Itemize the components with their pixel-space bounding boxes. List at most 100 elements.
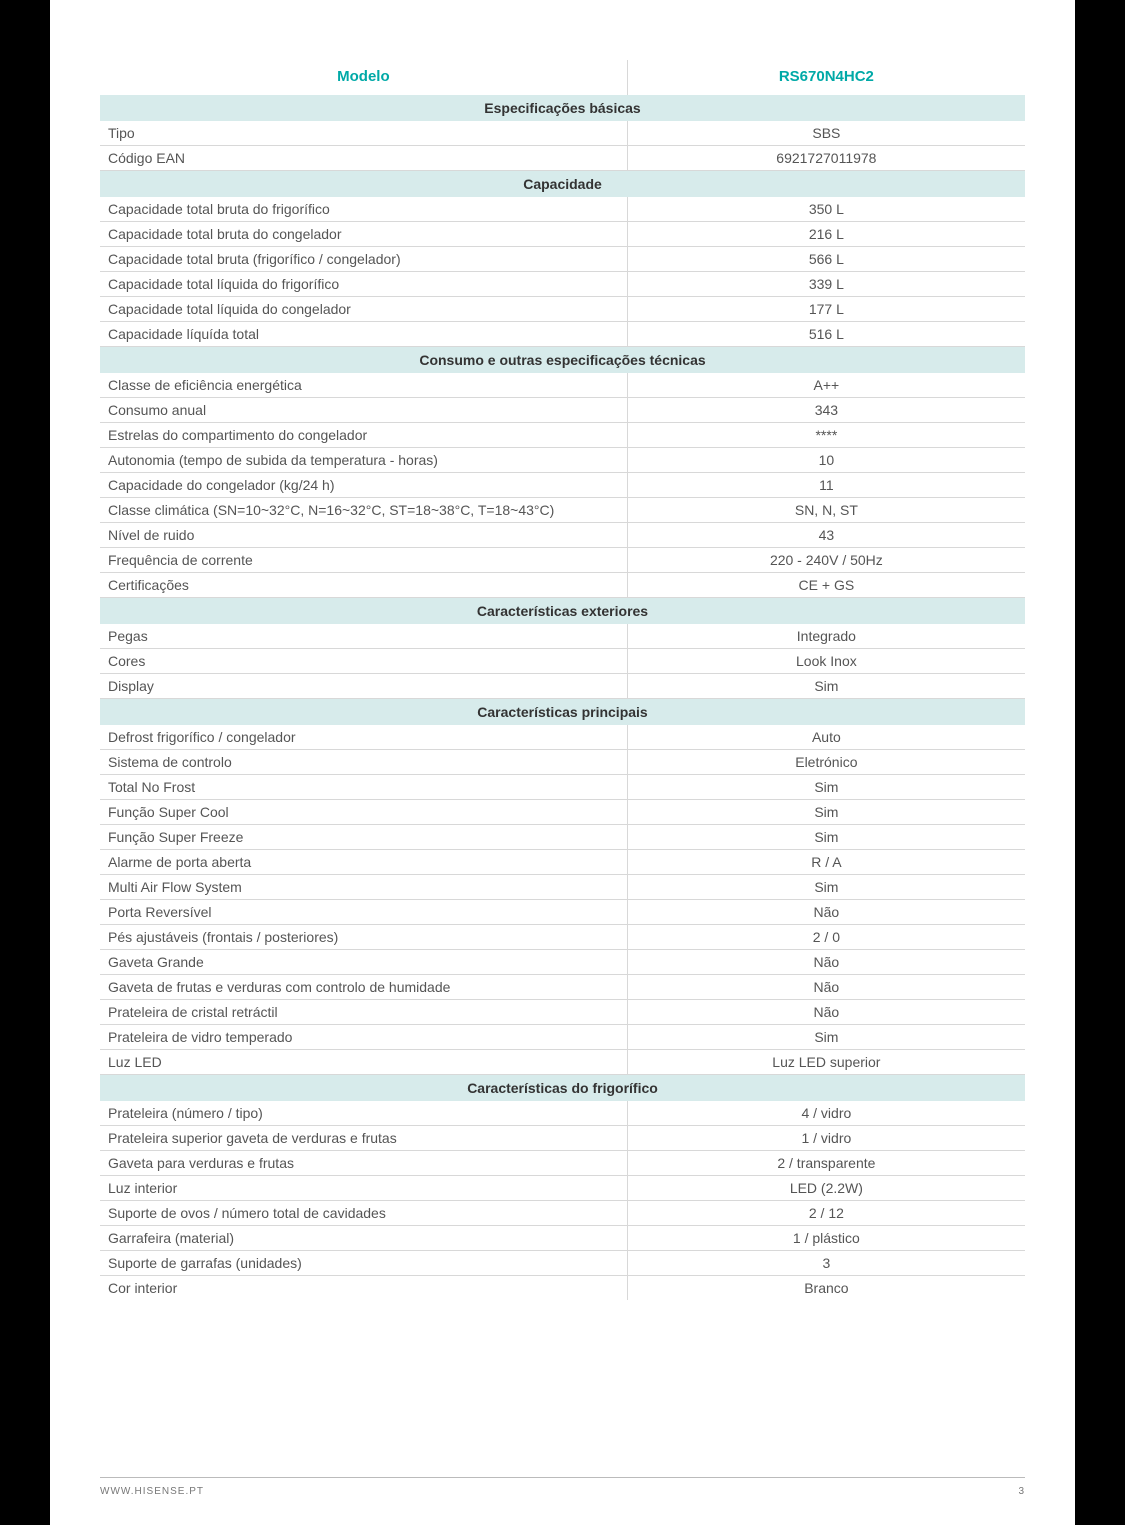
spec-label: Classe climática (SN=10~32°C, N=16~32°C,… (100, 498, 627, 523)
footer-page-number: 3 (1018, 1486, 1025, 1497)
spec-label: Código EAN (100, 146, 627, 171)
spec-value: 11 (627, 473, 1025, 498)
spec-label: Luz LED (100, 1050, 627, 1075)
table-row: Capacidade total bruta do frigorífico350… (100, 197, 1025, 222)
table-row: Classe climática (SN=10~32°C, N=16~32°C,… (100, 498, 1025, 523)
section-header: Capacidade (100, 171, 1025, 198)
table-row: Prateleira (número / tipo)4 / vidro (100, 1101, 1025, 1126)
table-row: Defrost frigorífico / congeladorAuto (100, 725, 1025, 750)
spec-value: 4 / vidro (627, 1101, 1025, 1126)
spec-label: Pegas (100, 624, 627, 649)
spec-label: Suporte de garrafas (unidades) (100, 1251, 627, 1276)
spec-label: Capacidade total bruta do frigorífico (100, 197, 627, 222)
table-row: Código EAN6921727011978 (100, 146, 1025, 171)
table-row: Sistema de controloEletrónico (100, 750, 1025, 775)
spec-label: Pés ajustáveis (frontais / posteriores) (100, 925, 627, 950)
spec-label: Frequência de corrente (100, 548, 627, 573)
spec-value: Não (627, 975, 1025, 1000)
table-row: Capacidade total bruta (frigorífico / co… (100, 247, 1025, 272)
spec-value: 566 L (627, 247, 1025, 272)
table-row: Gaveta de frutas e verduras com controlo… (100, 975, 1025, 1000)
spec-value: 516 L (627, 322, 1025, 347)
table-row: Estrelas do compartimento do congelador*… (100, 423, 1025, 448)
table-row: Garrafeira (material)1 / plástico (100, 1226, 1025, 1251)
spec-value: Sim (627, 674, 1025, 699)
table-row: Porta ReversívelNão (100, 900, 1025, 925)
spec-label: Gaveta para verduras e frutas (100, 1151, 627, 1176)
header-model-code: RS670N4HC2 (627, 60, 1025, 95)
table-row: Total No FrostSim (100, 775, 1025, 800)
table-row: Luz interiorLED (2.2W) (100, 1176, 1025, 1201)
spec-label: Total No Frost (100, 775, 627, 800)
spec-value: LED (2.2W) (627, 1176, 1025, 1201)
spec-label: Alarme de porta aberta (100, 850, 627, 875)
spec-value: 2 / 12 (627, 1201, 1025, 1226)
spec-value: Não (627, 950, 1025, 975)
spec-label: Tipo (100, 121, 627, 146)
table-row: Multi Air Flow SystemSim (100, 875, 1025, 900)
spec-label: Cores (100, 649, 627, 674)
spec-value: Não (627, 900, 1025, 925)
spec-label: Capacidade total bruta do congelador (100, 222, 627, 247)
table-row: Pés ajustáveis (frontais / posteriores)2… (100, 925, 1025, 950)
table-row: TipoSBS (100, 121, 1025, 146)
spec-label: Autonomia (tempo de subida da temperatur… (100, 448, 627, 473)
spec-label: Função Super Freeze (100, 825, 627, 850)
spec-label: Prateleira de cristal retráctil (100, 1000, 627, 1025)
table-row: Frequência de corrente220 - 240V / 50Hz (100, 548, 1025, 573)
page-footer: WWW.HISENSE.PT 3 (100, 1477, 1025, 1497)
table-row: Gaveta GrandeNão (100, 950, 1025, 975)
spec-label: Luz interior (100, 1176, 627, 1201)
spec-value: Look Inox (627, 649, 1025, 674)
spec-label: Capacidade total líquida do frigorífico (100, 272, 627, 297)
table-row: Prateleira de vidro temperadoSim (100, 1025, 1025, 1050)
spec-label: Gaveta de frutas e verduras com controlo… (100, 975, 627, 1000)
spec-label: Capacidade líquída total (100, 322, 627, 347)
table-row: Autonomia (tempo de subida da temperatur… (100, 448, 1025, 473)
spec-value: Branco (627, 1276, 1025, 1301)
spec-value: SN, N, ST (627, 498, 1025, 523)
section-header: Características principais (100, 699, 1025, 726)
spec-label: Capacidade do congelador (kg/24 h) (100, 473, 627, 498)
spec-label: Defrost frigorífico / congelador (100, 725, 627, 750)
section-header: Consumo e outras especificações técnicas (100, 347, 1025, 374)
spec-value: Auto (627, 725, 1025, 750)
table-row: Prateleira superior gaveta de verduras e… (100, 1126, 1025, 1151)
section-header: Especificações básicas (100, 95, 1025, 121)
spec-label: Sistema de controlo (100, 750, 627, 775)
spec-value: Não (627, 1000, 1025, 1025)
spec-value: 1 / plástico (627, 1226, 1025, 1251)
table-row: Nível de ruido43 (100, 523, 1025, 548)
table-row: Capacidade total líquida do congelador17… (100, 297, 1025, 322)
table-row: Classe de eficiência energéticaA++ (100, 373, 1025, 398)
table-row: Consumo anual343 (100, 398, 1025, 423)
spec-value: Sim (627, 775, 1025, 800)
table-row: DisplaySim (100, 674, 1025, 699)
section-header: Características do frigorífico (100, 1075, 1025, 1102)
spec-label: Multi Air Flow System (100, 875, 627, 900)
table-row: Função Super CoolSim (100, 800, 1025, 825)
spec-label: Classe de eficiência energética (100, 373, 627, 398)
spec-value: 216 L (627, 222, 1025, 247)
spec-value: A++ (627, 373, 1025, 398)
spec-label: Gaveta Grande (100, 950, 627, 975)
table-row: PegasIntegrado (100, 624, 1025, 649)
header-modelo: Modelo (100, 60, 627, 95)
spec-value: 350 L (627, 197, 1025, 222)
spec-value: CE + GS (627, 573, 1025, 598)
spec-value: 220 - 240V / 50Hz (627, 548, 1025, 573)
footer-site: WWW.HISENSE.PT (100, 1486, 204, 1497)
spec-value: 10 (627, 448, 1025, 473)
spec-value: 43 (627, 523, 1025, 548)
table-row: Prateleira de cristal retráctilNão (100, 1000, 1025, 1025)
spec-value: Integrado (627, 624, 1025, 649)
spec-label: Capacidade total bruta (frigorífico / co… (100, 247, 627, 272)
spec-value: Sim (627, 1025, 1025, 1050)
spec-value: 339 L (627, 272, 1025, 297)
table-row: Suporte de garrafas (unidades)3 (100, 1251, 1025, 1276)
spec-page: Modelo RS670N4HC2 Especificações básicas… (50, 0, 1075, 1525)
spec-label: Estrelas do compartimento do congelador (100, 423, 627, 448)
spec-label: Display (100, 674, 627, 699)
table-row: Capacidade do congelador (kg/24 h)11 (100, 473, 1025, 498)
table-row: CoresLook Inox (100, 649, 1025, 674)
